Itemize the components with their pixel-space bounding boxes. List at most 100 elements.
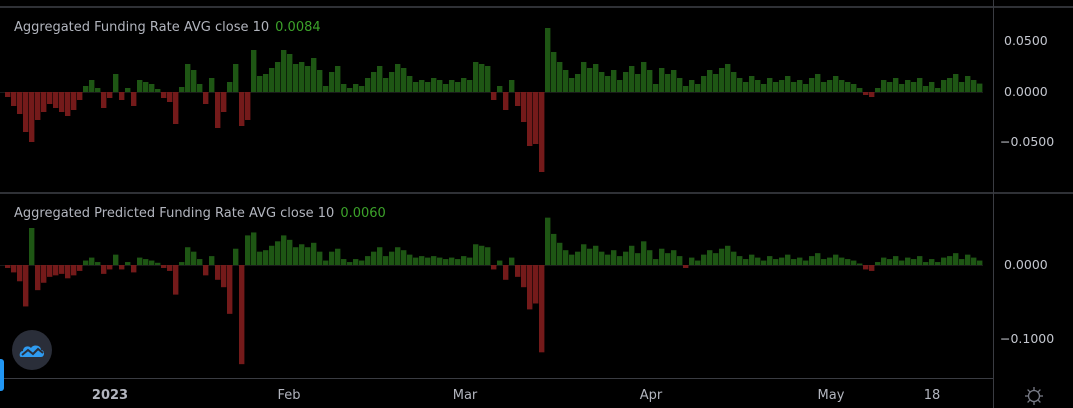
histogram-bar (593, 64, 599, 92)
histogram-bar (77, 265, 83, 271)
histogram-bar (521, 265, 527, 288)
histogram-bar (23, 265, 29, 307)
histogram-bar (953, 74, 959, 92)
side-panel-tab[interactable] (0, 359, 4, 391)
histogram-bar (59, 265, 65, 274)
histogram-bar (287, 239, 293, 265)
histogram-bar (641, 62, 647, 92)
histogram-bar (377, 247, 383, 265)
histogram-bar (509, 80, 515, 92)
histogram-bar (503, 265, 509, 280)
histogram-bar (539, 265, 545, 353)
histogram-bar (731, 251, 737, 265)
histogram-bar (233, 64, 239, 92)
histogram-bar (323, 86, 329, 92)
histogram-bar (563, 250, 569, 265)
histogram-bar (17, 265, 23, 282)
histogram-bar (779, 80, 785, 92)
histogram-bar (77, 92, 83, 100)
histogram-bar (929, 259, 935, 265)
pane-separator[interactable] (0, 192, 1073, 194)
histogram-bar (149, 84, 155, 92)
histogram-bar (809, 78, 815, 92)
histogram-bar (761, 84, 767, 92)
histogram-bar (689, 257, 695, 265)
tradingview-logo-button[interactable] (12, 330, 52, 370)
histogram-bar (869, 265, 875, 271)
histogram-bar (707, 250, 713, 265)
funding-rate-legend[interactable]: Aggregated Funding Rate AVG close 10 0.00… (14, 20, 321, 35)
histogram-bar (791, 259, 797, 265)
histogram-bar (533, 265, 539, 304)
histogram-bar (743, 259, 749, 265)
histogram-bar (41, 92, 47, 112)
settings-gear-icon[interactable] (1024, 386, 1044, 406)
histogram-bar (353, 259, 359, 265)
histogram-bar (173, 92, 179, 124)
histogram-bar (557, 62, 563, 92)
histogram-bar (551, 233, 557, 265)
histogram-bar (695, 84, 701, 92)
histogram-bar (767, 78, 773, 92)
histogram-bar (179, 87, 185, 92)
histogram-bar (917, 78, 923, 92)
predicted-funding-rate-pane[interactable] (0, 194, 993, 378)
histogram-bar (137, 257, 143, 265)
histogram-bar (11, 92, 17, 106)
histogram-bar (17, 92, 23, 114)
histogram-bar (425, 257, 431, 265)
histogram-bar (575, 74, 581, 92)
histogram-bar (701, 254, 707, 265)
histogram-bar (419, 80, 425, 92)
histogram-bar (431, 78, 437, 92)
histogram-bar (101, 92, 107, 108)
histogram-bar (905, 257, 911, 265)
histogram-bar (197, 84, 203, 92)
histogram-bar (401, 68, 407, 92)
histogram-bar (839, 257, 845, 265)
histogram-bar (881, 257, 887, 265)
cloud-chart-icon (19, 345, 44, 357)
histogram-bar (599, 72, 605, 92)
histogram-bar (545, 217, 551, 265)
histogram-bar (611, 70, 617, 92)
histogram-bar (785, 254, 791, 265)
histogram-bar (755, 257, 761, 265)
histogram-bar (245, 92, 251, 120)
funding-rate-pane[interactable] (0, 7, 993, 192)
histogram-bar (107, 92, 113, 98)
histogram-bar (833, 76, 839, 92)
histogram-bar (263, 74, 269, 92)
histogram-bar (479, 245, 485, 265)
histogram-bar (953, 253, 959, 265)
histogram-bar (53, 92, 59, 108)
time-tick: Apr (639, 388, 663, 403)
histogram-bar (977, 83, 983, 92)
histogram-bar (167, 92, 173, 102)
histogram-bar (707, 70, 713, 92)
histogram-bar (935, 262, 941, 265)
histogram-bar (365, 256, 371, 265)
histogram-bar (413, 82, 419, 92)
histogram-bar (797, 257, 803, 265)
histogram-bar (527, 92, 533, 146)
predicted-funding-rate-legend[interactable]: Aggregated Predicted Funding Rate AVG cl… (14, 206, 386, 221)
histogram-bar (371, 72, 377, 92)
histogram-bar (287, 54, 293, 92)
histogram-bar (341, 259, 347, 265)
histogram-bar (275, 241, 281, 265)
histogram-bar (371, 251, 377, 265)
histogram-bar (347, 262, 353, 265)
histogram-bar (605, 76, 611, 92)
histogram-bar (647, 250, 653, 265)
histogram-bar (851, 260, 857, 265)
histogram-bar (311, 58, 317, 92)
histogram-bar (881, 80, 887, 92)
histogram-bar (863, 92, 869, 95)
histogram-bar (143, 82, 149, 92)
histogram-bar (869, 92, 875, 97)
histogram-bar (815, 253, 821, 265)
histogram-bar (239, 92, 245, 126)
histogram-bar (857, 88, 863, 92)
histogram-bar (671, 70, 677, 92)
